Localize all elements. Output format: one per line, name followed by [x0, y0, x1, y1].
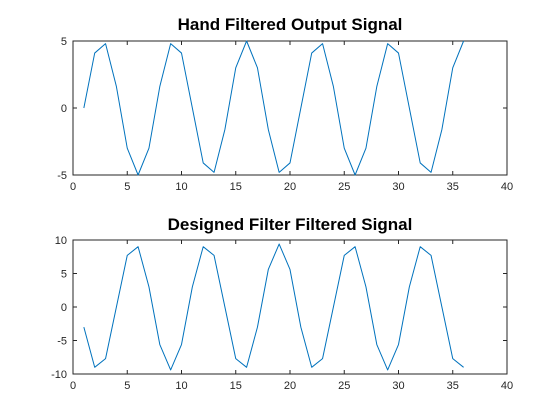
- x-tick-label: 25: [338, 181, 350, 193]
- x-tick-label: 25: [338, 380, 350, 392]
- series-group: [83, 243, 464, 371]
- x-tick-label: 0: [70, 380, 76, 392]
- x-tick-label: 30: [392, 380, 404, 392]
- x-tick-label: 10: [175, 181, 187, 193]
- y-tick-label: -10: [51, 369, 67, 381]
- y-tick-label: -5: [57, 170, 67, 182]
- y-tick-label: 5: [61, 269, 67, 281]
- ticks: [72, 239, 508, 375]
- x-tick-label: 30: [392, 181, 404, 193]
- x-tick-label: 0: [70, 181, 76, 193]
- x-tick-label: 35: [447, 181, 459, 193]
- x-tick-label: 5: [124, 380, 130, 392]
- axes-box: [72, 239, 508, 375]
- axes-box: [72, 40, 508, 176]
- tick-labels: 0 5 10 15 20 25 30 35 40 -10 -5 0 5 10: [51, 235, 513, 392]
- x-tick-label: 40: [501, 380, 513, 392]
- chart-title: Designed Filter Filtered Signal: [168, 215, 413, 234]
- x-tick-label: 10: [175, 380, 187, 392]
- y-tick-label: -5: [57, 336, 67, 348]
- y-tick-label: 0: [61, 103, 67, 115]
- series-line: [83, 40, 465, 176]
- x-tick-label: 40: [501, 181, 513, 193]
- x-tick-label: 20: [284, 181, 296, 193]
- x-tick-label: 5: [124, 181, 130, 193]
- x-tick-label: 15: [230, 380, 242, 392]
- x-tick-label: 20: [284, 380, 296, 392]
- series-line: [83, 243, 464, 371]
- y-tick-label: 5: [61, 36, 67, 48]
- y-tick-label: 0: [61, 302, 67, 314]
- subplot-bottom: Designed Filter Filtered Signal 0 5 10 15 20…: [51, 215, 513, 392]
- subplot-top: Hand Filtered Output Signal 0 5 10 15 20 25 30…: [57, 15, 513, 193]
- x-tick-label: 35: [447, 380, 459, 392]
- y-tick-label: 10: [55, 235, 67, 247]
- chart-title: Hand Filtered Output Signal: [178, 15, 403, 34]
- tick-labels: 0 5 10 15 20 25 30 35 40-505: [57, 36, 513, 193]
- x-tick-label: 15: [230, 181, 242, 193]
- ticks: [72, 40, 508, 176]
- series-group: [83, 40, 465, 176]
